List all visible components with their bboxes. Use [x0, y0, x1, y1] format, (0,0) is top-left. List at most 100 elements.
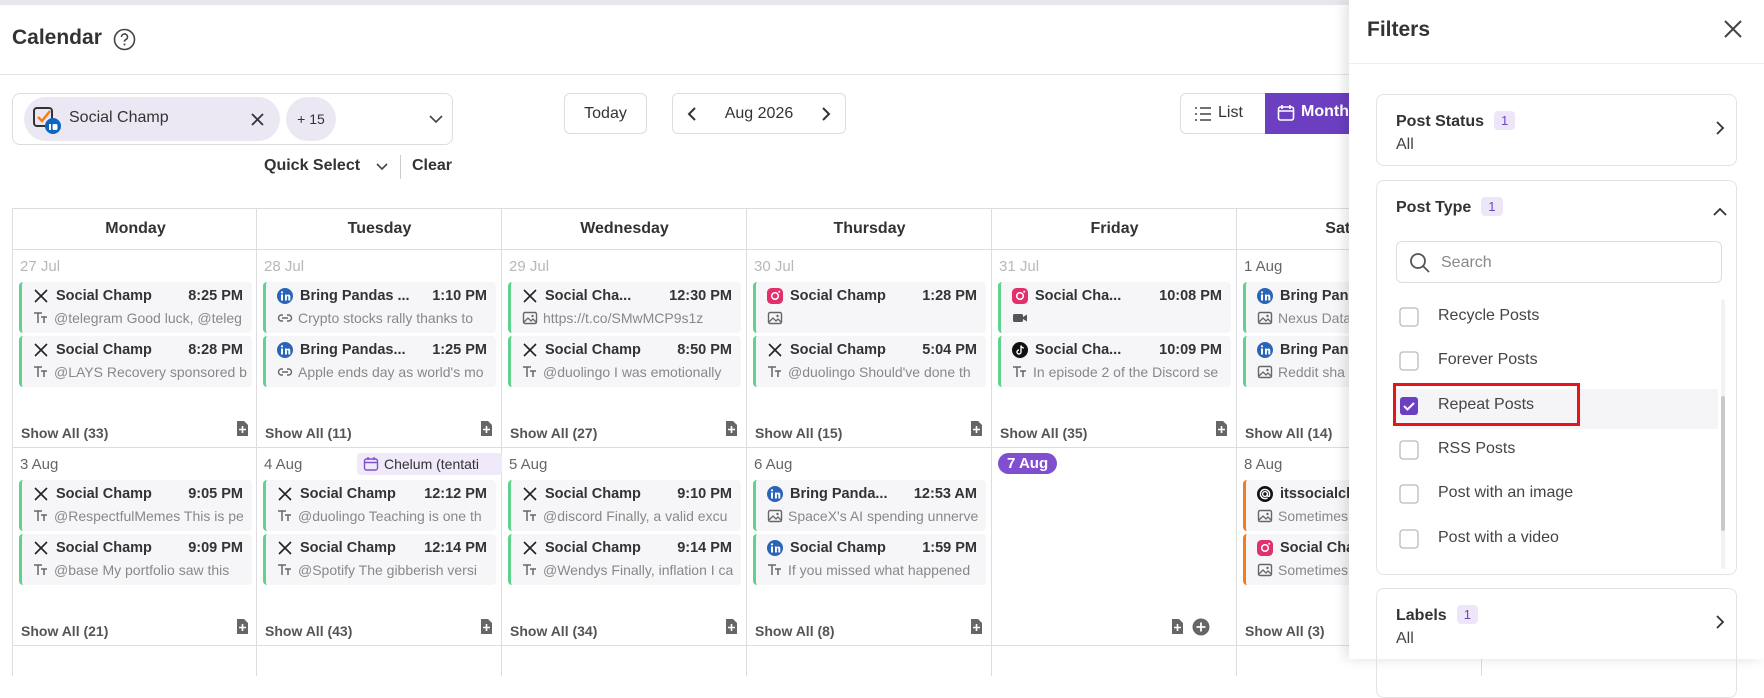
event-chip[interactable]: Chelum (tentati [357, 453, 502, 475]
post-card[interactable]: Social Champ 9:10 PM @discord Finally, a v… [508, 480, 741, 531]
post-card[interactable]: Social Champ 1:59 PM If you missed what ha… [753, 534, 986, 585]
post-account: Bring Panda... [790, 486, 888, 502]
option-hover [1396, 388, 1718, 429]
post-card[interactable]: Bring Pandas... 1:25 PM Apple ends day as … [263, 336, 496, 387]
checkbox[interactable] [1399, 528, 1419, 549]
add-post[interactable] [234, 420, 250, 437]
show-all[interactable]: Show All (33) [21, 425, 109, 441]
media-icon [33, 310, 49, 326]
scrollbar-thumb [1721, 396, 1725, 531]
prev-month[interactable] [682, 104, 702, 124]
checkbox[interactable] [1399, 351, 1419, 371]
show-all[interactable]: Show All (34) [510, 623, 598, 639]
add-event[interactable] [1192, 618, 1210, 636]
show-all[interactable]: Show All (14) [1245, 425, 1333, 441]
option-label[interactable]: Post with an image [1438, 484, 1574, 502]
post-card[interactable]: Social Champ 12:14 PM @Spotify The gibberi… [263, 534, 496, 585]
add-post[interactable] [723, 618, 739, 635]
show-all[interactable]: Show All (8) [755, 623, 835, 639]
checkbox[interactable] [1399, 307, 1419, 327]
add-post[interactable] [968, 420, 984, 437]
post-card[interactable]: Bring Pandas ... 1:10 PM Crypto stocks ral… [263, 282, 496, 333]
media-icon [1012, 364, 1028, 380]
option-label[interactable]: Repeat Posts [1438, 395, 1535, 413]
add-post[interactable] [968, 618, 984, 635]
list-view[interactable]: List [1180, 93, 1266, 134]
network-icon [1257, 342, 1273, 358]
add-post[interactable] [723, 420, 739, 437]
show-all[interactable]: Show All (15) [755, 425, 843, 441]
day-date: 30 Jul [754, 258, 795, 275]
add-post[interactable] [478, 420, 494, 437]
day-cell: 5 Aug Social Champ 9:10 PM @discord Finally… [502, 448, 747, 646]
post-time: 10:09 PM [1159, 342, 1222, 358]
media-icon [767, 562, 783, 578]
quick-select-chevron[interactable] [375, 161, 389, 173]
post-card[interactable]: Social Cha... 10:09 PM In episode 2 of the… [998, 336, 1231, 387]
calendar-icon [1277, 105, 1295, 121]
post-account: Social Cha [1280, 540, 1355, 556]
quick-select[interactable]: Quick Select [264, 157, 361, 174]
account-selector[interactable]: Social Champ + 15 [12, 93, 453, 145]
option-label[interactable]: Recycle Posts [1438, 307, 1540, 324]
post-card[interactable]: Social Champ 1:28 PM [753, 282, 986, 333]
more-accounts[interactable]: + 15 [286, 97, 336, 141]
checkbox[interactable] [1399, 396, 1419, 416]
show-all[interactable]: Show All (3) [1245, 623, 1325, 639]
option-label[interactable]: RSS Posts [1438, 439, 1516, 457]
account-chip[interactable]: Social Champ [24, 97, 280, 141]
post-card[interactable]: Social Champ 12:12 PM @duolingo Teaching i… [263, 480, 496, 531]
network-icon [33, 342, 49, 358]
account-logo [33, 107, 61, 134]
day-cell [747, 646, 992, 676]
expand-chevron[interactable] [1711, 119, 1729, 137]
add-post[interactable] [1169, 618, 1185, 635]
show-all[interactable]: Show All (27) [510, 425, 598, 441]
filter-section[interactable]: Post Type 1 Search Recycle Posts Forever Pos… [1376, 180, 1737, 575]
post-card[interactable]: Bring Panda... 12:53 AM SpaceX's AI spendi… [753, 480, 986, 531]
add-post[interactable] [478, 618, 494, 635]
show-all[interactable]: Show All (43) [265, 623, 353, 639]
clear-button[interactable]: Clear [412, 157, 453, 174]
checkbox[interactable] [1399, 440, 1419, 460]
dropdown-chevron[interactable] [428, 113, 444, 125]
filter-label: Post Status [1396, 113, 1485, 130]
network-icon [1257, 540, 1273, 556]
show-all[interactable]: Show All (35) [1000, 425, 1088, 441]
post-card[interactable]: Social Champ 9:14 PM @Wendys Finally, infl… [508, 534, 741, 585]
option-label[interactable]: Post with a video [1438, 528, 1559, 546]
post-account: Social Champ [790, 342, 886, 358]
checkbox[interactable] [1399, 484, 1419, 504]
today-button[interactable]: Today [564, 93, 647, 134]
close-filters[interactable] [1723, 19, 1743, 39]
collapse-chevron[interactable] [1711, 203, 1729, 221]
filters-panel: Filters Post Status 1 All Post Type 1 Search R… [1349, 0, 1764, 698]
add-post[interactable] [234, 618, 250, 635]
media-icon [1257, 364, 1273, 380]
post-time: 8:28 PM [188, 342, 243, 358]
show-all[interactable]: Show All (21) [21, 623, 109, 639]
help-icon[interactable] [113, 28, 136, 51]
post-card[interactable]: Social Cha... 12:30 PM https://t.co/SMwMCP… [508, 282, 741, 333]
filters-title: Filters [1367, 18, 1431, 41]
post-card[interactable]: Social Champ 8:28 PM @LAYS Recovery sponso… [19, 336, 252, 387]
post-card[interactable]: Social Champ 8:25 PM @telegram Good luck, … [19, 282, 252, 333]
post-card[interactable]: Social Cha... 10:08 PM [998, 282, 1231, 333]
post-text: In episode 2 of the Discord se [1033, 364, 1219, 380]
show-all[interactable]: Show All (11) [265, 425, 352, 441]
post-card[interactable]: Social Champ 9:09 PM @base My portfolio sa… [19, 534, 252, 585]
option-label[interactable]: Forever Posts [1438, 351, 1538, 369]
remove-account[interactable] [251, 113, 264, 126]
post-card[interactable]: Social Champ 9:05 PM @RespectfulMemes This… [19, 480, 252, 531]
filter-section[interactable]: Labels 1 All [1376, 588, 1737, 698]
filter-section[interactable]: Post Status 1 All [1376, 94, 1737, 166]
search-box[interactable]: Search [1396, 241, 1722, 283]
media-icon [767, 364, 783, 380]
post-card[interactable]: Social Champ 8:50 PM @duolingo I was emoti… [508, 336, 741, 387]
day-cell: 27 Jul Social Champ 8:25 PM @telegram Good … [12, 250, 257, 448]
next-month[interactable] [816, 104, 836, 124]
post-card[interactable]: Social Champ 5:04 PM @duolingo Should've d… [753, 336, 986, 387]
media-icon [33, 364, 49, 380]
expand-chevron[interactable] [1711, 613, 1729, 631]
add-post[interactable] [1213, 420, 1229, 437]
